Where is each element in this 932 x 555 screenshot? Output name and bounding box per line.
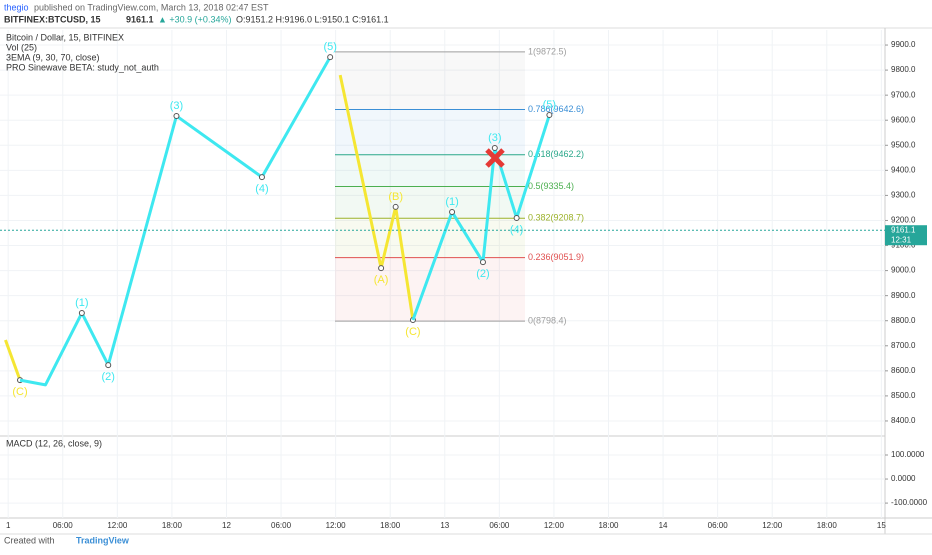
wave-point <box>546 111 553 118</box>
fib-label: 1(9872.5) <box>528 46 567 56</box>
fib-label: 0(8798.4) <box>528 315 567 325</box>
y-tick-label: 9900.0 <box>891 40 916 49</box>
brand: TradingView <box>76 535 130 545</box>
wave-label: (2) <box>476 268 489 280</box>
fib-label: 0.236(9051.9) <box>528 252 584 262</box>
wave-label: (B) <box>388 191 403 203</box>
x-tick-label: 06:00 <box>53 521 74 530</box>
x-tick-label: 12:00 <box>107 521 128 530</box>
wave-point <box>378 265 385 272</box>
x-tick-label: 18:00 <box>817 521 838 530</box>
x-tick-label: 1 <box>6 521 11 530</box>
wave-label: (2) <box>102 371 115 383</box>
wave-point <box>105 362 112 369</box>
fib-label: 0.5(9335.4) <box>528 181 574 191</box>
pane-title: MACD (12, 26, close, 9) <box>6 438 102 448</box>
x-tick-label: 12:00 <box>326 521 347 530</box>
y-tick-label: 8600.0 <box>891 366 916 375</box>
wave-label: (4) <box>255 183 268 195</box>
wave-label: (3) <box>488 132 501 144</box>
wave-label: (A) <box>374 274 389 286</box>
fib-label: 0.382(9208.7) <box>528 213 584 223</box>
author: thegio <box>4 2 29 12</box>
fib-zone <box>335 218 525 258</box>
x-tick-label: 06:00 <box>271 521 292 530</box>
last: 9161.1 <box>126 14 154 24</box>
created-with: Created with <box>4 535 55 545</box>
wave-label: (1) <box>445 196 458 208</box>
plot: 1 06:00 12:00 18:00 12 06:00 12:00 18:00 13 06:00… <box>0 30 928 530</box>
wave-point <box>258 174 265 181</box>
wave-point <box>173 112 180 119</box>
fib-zone <box>335 257 525 322</box>
last-price-tag <box>885 225 927 246</box>
wave-label: (C) <box>405 326 420 338</box>
wave-label: (5) <box>543 99 556 111</box>
y-tick-label: 9600.0 <box>891 115 916 124</box>
fib-zone <box>335 51 525 110</box>
y-tick-label: 9200.0 <box>891 216 916 225</box>
x-tick-label: 13 <box>440 521 449 530</box>
wave-point <box>491 145 498 152</box>
y-tick-label: 8700.0 <box>891 341 916 350</box>
published: published on TradingView.com, March 13, … <box>34 2 269 12</box>
wave-point <box>327 54 334 61</box>
cross-mark <box>485 148 505 168</box>
change: ▲ +30.9 (+0.34%) <box>158 14 231 24</box>
wave-label: (5) <box>323 41 336 53</box>
y-tick-label: 8800.0 <box>891 316 916 325</box>
wave-label: (1) <box>75 297 88 309</box>
x-tick-label: 12:00 <box>544 521 565 530</box>
y-tick-label: 9400.0 <box>891 165 916 174</box>
countdown: 12:31 <box>891 235 912 244</box>
x-tick-label: 18:00 <box>380 521 401 530</box>
symbol: BITFINEX:BTCUSD, 15 <box>4 14 101 24</box>
y-tick-label: 100.0000 <box>891 450 925 459</box>
wave-label: (C) <box>12 386 27 398</box>
study-legend: PRO Sinewave BETA: study_not_auth <box>6 62 159 72</box>
x-tick-label: 12 <box>222 521 231 530</box>
y-tick-label: 9700.0 <box>891 90 916 99</box>
ohlc: O:9151.2 H:9196.0 L:9150.1 C:9161.1 <box>236 14 389 24</box>
pane-title: Bitcoin / Dollar, 15, BITFINEX <box>6 32 124 42</box>
fib-label: 0.786(9642.6) <box>528 104 584 114</box>
y-tick-label: 8500.0 <box>891 391 916 400</box>
wave-point <box>479 259 486 266</box>
y-tick-label: 8900.0 <box>891 291 916 300</box>
y-tick-label: 8400.0 <box>891 416 916 425</box>
fib-label: 0.618(9462.2) <box>528 149 584 159</box>
wave-point <box>392 203 399 210</box>
x-tick-label: 18:00 <box>598 521 619 530</box>
y-tick-label: 9000.0 <box>891 266 916 275</box>
wave-point <box>513 214 520 221</box>
wave-point <box>449 208 456 215</box>
y-tick-label: 9300.0 <box>891 191 916 200</box>
wave-line <box>4 339 22 381</box>
x-tick-label: 06:00 <box>489 521 510 530</box>
y-tick-label: 0.0000 <box>891 474 916 483</box>
x-tick-label: 18:00 <box>162 521 183 530</box>
wave-label: (3) <box>170 100 183 112</box>
wave-line <box>338 74 415 321</box>
x-tick-label: 12:00 <box>762 521 783 530</box>
wave-point <box>78 309 85 316</box>
x-tick-label: 06:00 <box>708 521 729 530</box>
y-tick-label: 9800.0 <box>891 65 916 74</box>
x-tick-label: 14 <box>659 521 668 530</box>
y-tick-label: -100.0000 <box>891 498 928 507</box>
x-tick-label: 15 <box>877 521 886 530</box>
study-legend: Vol (25) <box>6 42 37 52</box>
y-tick-label: 9500.0 <box>891 140 916 149</box>
study-legend: 3EMA (9, 30, 70, close) <box>6 52 100 62</box>
last-price-label: 9161.1 <box>891 225 916 234</box>
